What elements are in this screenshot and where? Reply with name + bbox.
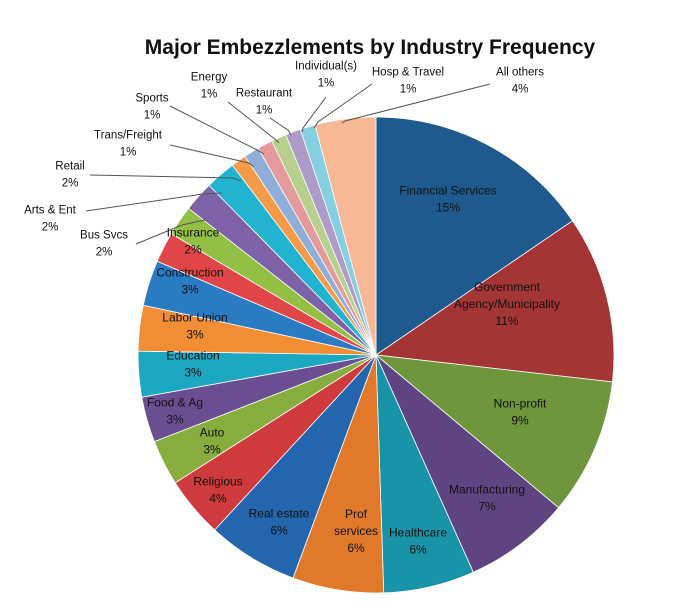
slice-label-line: 7%	[478, 500, 496, 514]
slice-label-prof-services: Prof services 6%	[334, 507, 378, 555]
slice-label-line: Sports	[135, 93, 168, 105]
slice-label-line: 3%	[184, 366, 202, 380]
slice-label-line: 4%	[209, 492, 227, 506]
slice-label-energy: Energy 1%	[191, 72, 228, 101]
slice-labels: Financial Services 15% Government Agency/Mu…	[24, 61, 560, 557]
slice-label-line: Food & Ag	[147, 396, 203, 410]
slice-label-labor-union: Labor Union 3%	[162, 311, 227, 342]
slice-label-manufacturing: Manufacturing 7%	[449, 483, 525, 514]
slice-label-retail: Retail 2%	[55, 161, 84, 190]
slice-label-real-estate: Real estate 6%	[249, 507, 310, 538]
pie-slices	[137, 116, 615, 594]
pie-slice-non-profit	[374, 354, 613, 509]
slice-label-line: 2%	[96, 247, 113, 259]
slice-label-line: Government	[474, 280, 541, 294]
chart-title: Major Embezzlements by Industry Frequenc…	[145, 36, 596, 59]
slice-label-line: Education	[166, 349, 219, 363]
slice-label-line: 9%	[511, 414, 529, 428]
slice-label-line: Energy	[191, 72, 228, 84]
slice-label-education: Education 3%	[166, 349, 219, 380]
slice-label-line: 4%	[512, 84, 529, 96]
leader-line-sports	[169, 105, 265, 155]
slice-label-line: 6%	[270, 524, 288, 538]
slice-label-line: 1%	[144, 110, 161, 122]
slice-label-line: Auto	[200, 426, 225, 440]
slice-label-line: 6%	[347, 541, 365, 555]
slice-label-all-others: All others 4%	[496, 67, 544, 96]
slice-label-line: Manufacturing	[449, 483, 525, 497]
leader-line-all-others	[341, 83, 491, 124]
slice-label-line: Prof	[345, 507, 368, 521]
slice-label-line: 3%	[166, 413, 184, 427]
slice-label-line: 15%	[436, 201, 460, 215]
slice-label-food-ag: Food & Ag 3%	[147, 396, 203, 427]
slice-label-line: Financial Services	[399, 184, 496, 198]
slice-label-individual-s: Individual(s) 1%	[295, 61, 357, 90]
slice-label-line: Trans/Freight	[94, 130, 163, 142]
slice-label-bus-svcs: Bus Svcs 2%	[80, 230, 128, 259]
slice-label-sports: Sports 1%	[135, 93, 168, 122]
slice-label-line: 3%	[181, 283, 199, 297]
slice-label-healthcare: Healthcare 6%	[389, 526, 447, 557]
leader-line-arts-ent	[85, 192, 223, 212]
pie-slice-manufacturing	[375, 354, 560, 573]
slice-label-line: 1%	[120, 147, 137, 159]
leader-line-retail	[89, 174, 242, 182]
slice-label-line: 1%	[400, 84, 417, 96]
pie-slice-government-agency-municipality	[374, 220, 615, 383]
leader-line-restaurant	[269, 117, 292, 136]
slice-label-religious: Religious 4%	[193, 475, 242, 506]
slice-label-construction: Construction 3%	[156, 266, 223, 297]
slice-label-line: Non-profit	[494, 397, 547, 411]
slice-label-line: 1%	[256, 105, 273, 117]
slice-label-line: Individual(s)	[295, 61, 357, 73]
slice-label-line: Real estate	[249, 507, 310, 521]
slice-label-line: Healthcare	[389, 526, 447, 540]
slice-label-line: Restaurant	[236, 88, 293, 100]
slice-label-government-agency-municipality: Government Agency/Municipality 11%	[454, 280, 560, 328]
slice-label-trans-freight: Trans/Freight 1%	[94, 130, 163, 159]
slice-label-non-profit: Non-profit 9%	[494, 397, 547, 428]
leader-line-energy	[227, 101, 280, 144]
leader-line-hosp-travel	[313, 83, 373, 129]
slice-label-line: 11%	[495, 314, 518, 328]
slice-label-line: 2%	[42, 222, 59, 234]
leader-lines	[85, 83, 491, 245]
pie-slice-all-others	[314, 116, 377, 356]
slice-label-arts-ent: Arts & Ent 2%	[24, 205, 77, 234]
slice-label-financial-services: Financial Services 15%	[399, 184, 496, 215]
slice-label-line: services	[334, 524, 378, 538]
slice-label-line: Arts & Ent	[24, 205, 77, 217]
slice-label-insurance: Insurance 2%	[167, 226, 220, 257]
leader-line-bus-svcs	[135, 219, 206, 245]
slice-label-line: Religious	[193, 475, 242, 489]
slice-label-line: 2%	[184, 243, 202, 257]
slice-label-line: 3%	[186, 328, 204, 342]
slice-label-line: Hosp & Travel	[372, 67, 444, 79]
slice-label-line: Agency/Municipality	[454, 297, 560, 311]
slice-label-line: 1%	[201, 89, 218, 101]
leader-line-individual-s	[301, 96, 327, 133]
slice-label-line: Insurance	[167, 226, 220, 240]
slice-label-line: Construction	[156, 266, 223, 280]
slice-label-restaurant: Restaurant 1%	[236, 88, 293, 117]
slice-label-line: 1%	[318, 78, 335, 90]
slice-label-line: Bus Svcs	[80, 230, 128, 242]
slice-label-auto: Auto 3%	[200, 426, 225, 457]
slice-label-line: Labor Union	[162, 311, 227, 325]
slice-label-line: 2%	[62, 178, 79, 190]
slice-label-line: All others	[496, 67, 544, 79]
leader-line-trans-freight	[169, 144, 255, 168]
slice-label-hosp-travel: Hosp & Travel 1%	[372, 67, 444, 96]
slice-label-line: Retail	[55, 161, 84, 173]
slice-label-line: 6%	[409, 543, 427, 557]
slice-label-line: 3%	[203, 443, 221, 457]
pie-slice-financial-services	[375, 116, 574, 356]
